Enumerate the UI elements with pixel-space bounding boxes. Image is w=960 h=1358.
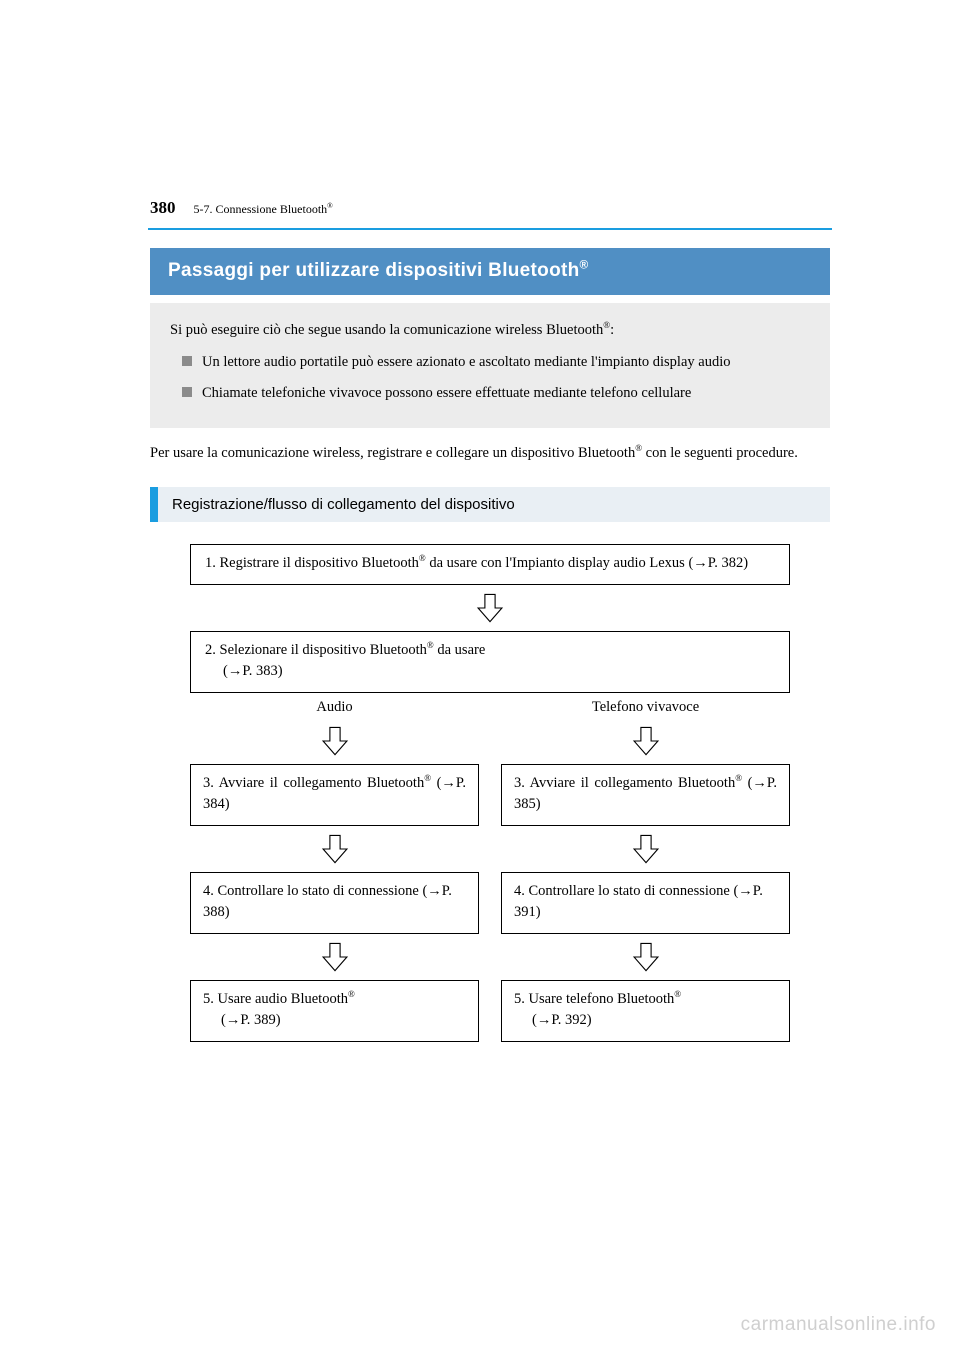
- page: 380 5-7. Connessione Bluetooth® Passaggi…: [0, 0, 960, 1042]
- flow-col-audio: Audio 3. Avviare il collegamento Bluetoo…: [190, 693, 479, 1042]
- flowchart: 1. Registrare il dispositivo Bluetooth® …: [150, 544, 830, 1042]
- col-label-phone: Telefono vivavoce: [501, 699, 790, 716]
- flow-left-step-4: 4. Controllare lo stato di connessione (…: [190, 872, 479, 934]
- arrow-wrap: [501, 940, 790, 974]
- flow-right-step-4: 4. Controllare lo stato di connessione (…: [501, 872, 790, 934]
- flow-right-4: 4. Controllare lo stato di connessione (…: [514, 883, 763, 920]
- flow-step-2: 2. Selezionare il dispositivo Bluetooth®…: [190, 631, 790, 693]
- flow-left-5a: 5. Usare audio Bluetooth: [203, 991, 348, 1007]
- arrow-wrap: [190, 591, 790, 625]
- flow-col-phone: Telefono vivavoce 3. Avviare il collegam…: [501, 693, 790, 1042]
- intro-lead-b: :: [610, 322, 614, 338]
- arrow-down-icon: [318, 832, 352, 866]
- registered-mark: ®: [635, 444, 642, 454]
- flow-step-1: 1. Registrare il dispositivo Bluetooth® …: [190, 544, 790, 585]
- arrow-down-icon: [318, 724, 352, 758]
- section-path-text: 5-7. Connessione Bluetooth: [194, 202, 328, 216]
- flow-step-2-a: 2. Selezionare il dispositivo Bluetooth: [205, 642, 427, 658]
- intro-bullet-2: Chiamate telefoniche vivavoce possono es…: [202, 382, 691, 404]
- flow-left-step-5: 5. Usare audio Bluetooth® (→P. 389): [190, 980, 479, 1042]
- arrow-down-icon: [318, 940, 352, 974]
- page-number: 380: [150, 198, 176, 218]
- intro-lead: Si può eseguire ciò che segue usando la …: [170, 319, 810, 341]
- registered-mark: ®: [327, 201, 333, 210]
- page-header: 380 5-7. Connessione Bluetooth®: [150, 198, 830, 218]
- col-label-audio: Audio: [190, 699, 479, 716]
- arrow-down-icon: [629, 940, 663, 974]
- flow-left-5b: (→P. 389): [203, 1012, 281, 1028]
- intro-bullet-1: Un lettore audio portatile può essere az…: [202, 351, 730, 373]
- flow-step-2-b: da usare: [434, 642, 486, 658]
- intro-bullet-row: Chiamate telefoniche vivavoce possono es…: [170, 382, 810, 404]
- flow-right-5b: (→P. 392): [514, 1012, 592, 1028]
- registered-mark: ®: [580, 259, 589, 272]
- registered-mark: ®: [427, 640, 434, 650]
- section-path: 5-7. Connessione Bluetooth®: [194, 202, 333, 217]
- flow-right-step-5: 5. Usare telefono Bluetooth® (→P. 392): [501, 980, 790, 1042]
- flow-step-1-a: 1. Registrare il dispositivo Bluetooth: [205, 555, 419, 571]
- after-intro-a: Per usare la comunicazione wireless, reg…: [150, 445, 635, 461]
- two-columns: Audio 3. Avviare il collegamento Bluetoo…: [190, 693, 790, 1042]
- intro-lead-a: Si può eseguire ciò che segue usando la …: [170, 322, 603, 338]
- flow-right-3a: 3. Avviare il collegamento Bluetooth: [514, 775, 735, 791]
- intro-bullet-row: Un lettore audio portatile può essere az…: [170, 351, 810, 373]
- arrow-wrap: [501, 724, 790, 758]
- arrow-down-icon: [473, 591, 507, 625]
- flow-left-3a: 3. Avviare il collegamento Bluetooth: [203, 775, 424, 791]
- arrow-wrap: [190, 832, 479, 866]
- intro-box: Si può eseguire ciò che segue usando la …: [150, 303, 830, 428]
- arrow-wrap: [190, 724, 479, 758]
- square-bullet-icon: [182, 356, 192, 366]
- after-intro-b: con le seguenti procedure.: [642, 445, 798, 461]
- square-bullet-icon: [182, 387, 192, 397]
- flow-right-step-3: 3. Avviare il collegamento Bluetooth® (→…: [501, 764, 790, 826]
- watermark: carmanualsonline.info: [741, 1314, 936, 1336]
- sub-header: Registrazione/flusso di collegamento del…: [150, 487, 830, 522]
- arrow-wrap: [190, 940, 479, 974]
- flow-left-4: 4. Controllare lo stato di connessione (…: [203, 883, 452, 920]
- registered-mark: ®: [674, 989, 681, 999]
- sub-header-text: Registrazione/flusso di collegamento del…: [172, 496, 515, 513]
- title-bar: Passaggi per utilizzare dispositivi Blue…: [150, 248, 830, 295]
- flow-right-5a: 5. Usare telefono Bluetooth: [514, 991, 674, 1007]
- arrow-down-icon: [629, 724, 663, 758]
- flow-step-1-b: da usare con l'Impianto display audio Le…: [426, 555, 748, 571]
- arrow-down-icon: [629, 832, 663, 866]
- registered-mark: ®: [419, 553, 426, 563]
- flow-left-step-3: 3. Avviare il collegamento Bluetooth® (→…: [190, 764, 479, 826]
- horizontal-rule: [148, 228, 832, 230]
- registered-mark: ®: [348, 989, 355, 999]
- after-intro: Per usare la comunicazione wireless, reg…: [150, 442, 830, 464]
- title-text: Passaggi per utilizzare dispositivi Blue…: [168, 260, 580, 281]
- arrow-wrap: [501, 832, 790, 866]
- flow-step-2-c: (→P. 383): [205, 663, 283, 679]
